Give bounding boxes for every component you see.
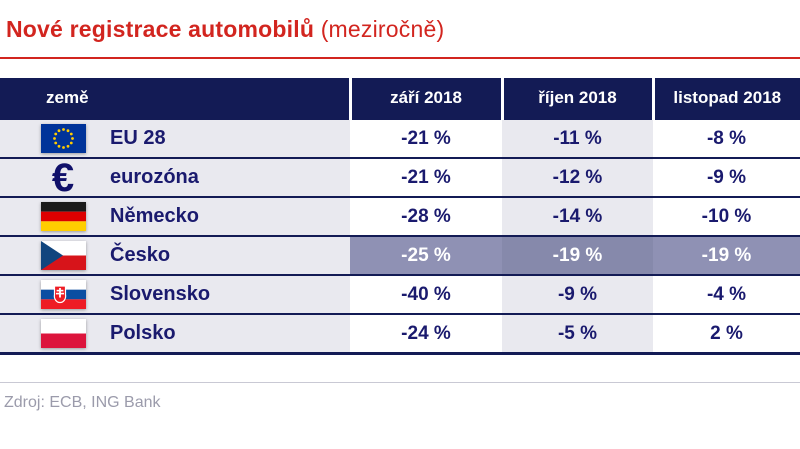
country-cell: Polsko: [0, 313, 350, 355]
value-cell: -14 %: [502, 196, 653, 236]
value-cell: -21 %: [350, 157, 502, 197]
germany-flag-icon: [40, 202, 86, 232]
country-cell: € eurozóna: [0, 155, 350, 200]
value-cell: -21 %: [350, 118, 502, 158]
value-cell: -28 %: [350, 196, 502, 236]
column-header-november: listopad 2018: [651, 78, 800, 119]
country-label: EU 28: [110, 127, 166, 149]
title-suffix: (meziročně): [314, 16, 445, 42]
value-cell: -12 %: [502, 157, 653, 197]
value-cell: -19 %: [653, 235, 800, 275]
value-cell: -5 %: [502, 313, 653, 355]
registrations-table: země září 2018 říjen 2018 listopad 2018: [0, 78, 800, 355]
value-cell: -25 %: [350, 235, 502, 275]
table-row-poland: Polsko -24 % -5 % 2 %: [0, 313, 800, 355]
table-header-row: země září 2018 říjen 2018 listopad 2018: [0, 78, 800, 119]
value-cell: 2 %: [653, 313, 800, 355]
country-cell: Česko: [0, 235, 350, 275]
source-note: Zdroj: ECB, ING Bank: [4, 394, 161, 411]
footer-divider: [0, 382, 800, 383]
eu-flag-icon: [40, 124, 86, 154]
country-label: eurozóna: [110, 166, 199, 188]
country-cell: EU 28: [0, 118, 350, 158]
column-header-country: země: [0, 78, 350, 119]
country-cell: Slovensko: [0, 274, 350, 314]
value-cell: -10 %: [653, 196, 800, 236]
value-cell: -4 %: [653, 274, 800, 314]
euro-icon: €: [51, 155, 75, 200]
value-cell: -11 %: [502, 118, 653, 158]
title-divider: [0, 57, 800, 59]
column-header-october: říjen 2018: [500, 78, 653, 119]
value-cell: -24 %: [350, 313, 502, 355]
country-label: Česko: [110, 244, 171, 266]
table-row-slovakia: Slovensko -40 % -9 % -4 %: [0, 274, 800, 314]
value-cell: -9 %: [502, 274, 653, 314]
page-title: Nové registrace automobilů (meziročně): [0, 0, 800, 43]
slovakia-flag-icon: [40, 280, 86, 310]
country-label: Německo: [110, 205, 199, 227]
title-main: Nové registrace automobilů: [6, 16, 315, 42]
table-row-eu28: EU 28 -21 % -11 % -8 %: [0, 118, 800, 158]
value-cell: -9 %: [653, 157, 800, 197]
country-label: Slovensko: [110, 283, 211, 305]
table-row-czechia: Česko -25 % -19 % -19 %: [0, 235, 800, 275]
value-cell: -8 %: [653, 118, 800, 158]
czechia-flag-icon: [40, 241, 86, 271]
value-cell: -19 %: [502, 235, 653, 275]
column-header-september: září 2018: [348, 78, 502, 119]
country-cell: Německo: [0, 196, 350, 236]
country-label: Polsko: [110, 322, 176, 344]
table-row-germany: Německo -28 % -14 % -10 %: [0, 196, 800, 236]
value-cell: -40 %: [350, 274, 502, 314]
poland-flag-icon: [40, 319, 86, 349]
table-row-eurozone: € eurozóna -21 % -12 % -9 %: [0, 155, 800, 200]
